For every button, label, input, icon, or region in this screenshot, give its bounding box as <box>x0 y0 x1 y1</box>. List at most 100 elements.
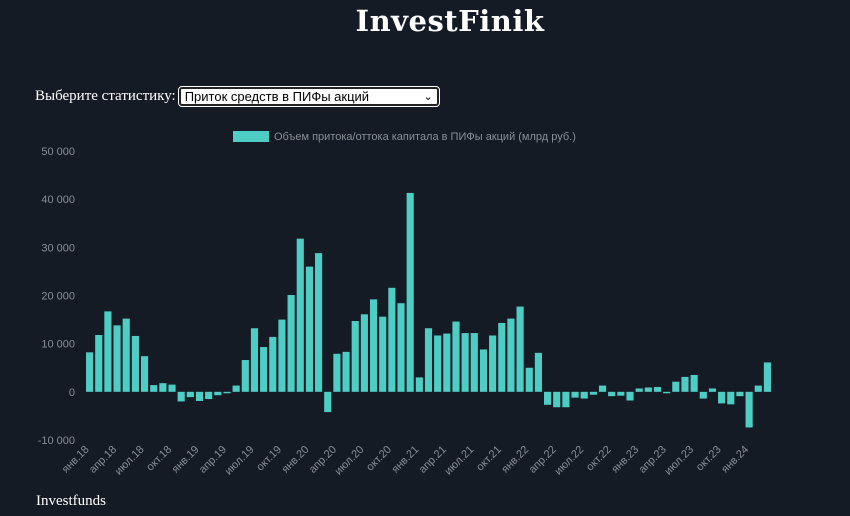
bar[interactable] <box>122 318 130 392</box>
bar[interactable] <box>186 391 194 398</box>
bar[interactable] <box>223 391 231 394</box>
bar[interactable] <box>315 253 323 392</box>
bar[interactable] <box>644 387 652 392</box>
bar[interactable] <box>507 318 515 392</box>
statistic-select-value: Приток средств в ПИФы акций <box>184 89 370 104</box>
bar[interactable] <box>617 391 625 396</box>
y-tick-label: 0 <box>69 387 75 399</box>
bar[interactable] <box>113 325 121 392</box>
bar[interactable] <box>544 391 552 405</box>
app-title: InvestFinik <box>355 4 545 38</box>
bar[interactable] <box>763 362 771 392</box>
bar[interactable] <box>260 347 268 392</box>
bar[interactable] <box>250 328 259 392</box>
bar[interactable] <box>388 287 396 392</box>
bar[interactable] <box>736 391 744 397</box>
bar[interactable] <box>159 383 167 392</box>
footer-label: Investfunds <box>36 493 106 509</box>
bar[interactable] <box>727 391 735 405</box>
bar[interactable] <box>95 335 103 392</box>
bar[interactable] <box>168 384 176 392</box>
bar[interactable] <box>443 333 451 392</box>
bar[interactable] <box>140 356 149 392</box>
bar[interactable] <box>397 303 405 392</box>
bar[interactable] <box>745 391 753 428</box>
bar[interactable] <box>406 192 414 392</box>
bar[interactable] <box>708 388 717 392</box>
x-tick-label: янв.24 <box>719 444 751 476</box>
bar[interactable] <box>516 306 524 392</box>
bar[interactable] <box>424 328 433 392</box>
bar[interactable] <box>269 336 277 392</box>
bar[interactable] <box>415 377 423 392</box>
x-tick-label: янв.20 <box>280 444 312 476</box>
statistic-selector-row: Выберите статистику: Приток средств в ПИ… <box>35 86 440 107</box>
bar[interactable] <box>635 388 643 392</box>
bar[interactable] <box>681 376 689 392</box>
legend-swatch <box>233 131 269 142</box>
x-tick-label: июл.18 <box>113 444 147 478</box>
chevron-down-icon: ⌄ <box>423 91 433 103</box>
x-tick-label: июл.19 <box>223 444 257 478</box>
bar[interactable] <box>498 322 506 392</box>
x-tick-label: янв.22 <box>499 444 531 476</box>
bar[interactable] <box>369 299 378 392</box>
x-tick-label: окт.18 <box>144 444 174 474</box>
y-axis: -10 000 0 10 000 20 000 30 000 40 000 50 000 <box>38 146 75 447</box>
bar[interactable] <box>342 351 350 392</box>
bar[interactable] <box>699 391 707 399</box>
bar[interactable] <box>434 335 442 392</box>
bar[interactable] <box>718 391 726 404</box>
y-tick-label: 20 000 <box>41 291 75 303</box>
bar[interactable] <box>626 391 634 401</box>
bar[interactable] <box>177 391 185 402</box>
bar[interactable] <box>663 391 671 394</box>
bar[interactable] <box>479 349 488 392</box>
x-tick-label: окт.23 <box>694 444 724 474</box>
bar[interactable] <box>287 295 295 392</box>
bar[interactable] <box>86 352 94 392</box>
bar[interactable] <box>241 360 249 392</box>
bar[interactable] <box>461 333 469 392</box>
bar[interactable] <box>553 391 561 408</box>
bar[interactable] <box>690 374 698 392</box>
bar[interactable] <box>754 385 762 392</box>
legend-label: Объем притока/оттока капитала в ПИФы акц… <box>274 131 576 143</box>
bar[interactable] <box>131 335 139 392</box>
bar[interactable] <box>470 333 478 392</box>
bar[interactable] <box>351 321 359 392</box>
bar[interactable] <box>571 391 579 398</box>
bar[interactable] <box>333 353 341 392</box>
chart-legend[interactable]: Объем притока/оттока капитала в ПИФы акц… <box>233 131 576 143</box>
bar[interactable] <box>452 321 460 392</box>
x-tick-label: окт.21 <box>474 444 504 474</box>
x-tick-label: июл.23 <box>662 444 696 478</box>
bar[interactable] <box>205 391 213 400</box>
bar[interactable] <box>214 391 222 396</box>
bar[interactable] <box>232 385 240 392</box>
bar[interactable] <box>598 385 607 392</box>
bar[interactable] <box>672 381 680 392</box>
bar[interactable] <box>653 387 662 392</box>
x-tick-label: янв.19 <box>170 444 202 476</box>
bar[interactable] <box>324 391 332 413</box>
bar[interactable] <box>525 367 533 392</box>
y-tick-label: -10 000 <box>38 435 75 447</box>
bar[interactable] <box>150 385 158 392</box>
bar[interactable] <box>195 391 204 401</box>
bar[interactable] <box>589 391 597 395</box>
bar[interactable] <box>104 311 112 392</box>
bar[interactable] <box>278 319 286 392</box>
x-tick-label: июл.22 <box>552 444 586 478</box>
bar[interactable] <box>379 316 387 392</box>
bar[interactable] <box>608 391 616 397</box>
bar[interactable] <box>580 391 588 399</box>
bar[interactable] <box>489 335 497 392</box>
bar[interactable] <box>534 352 542 392</box>
bar[interactable] <box>305 266 313 392</box>
bar[interactable] <box>296 238 304 392</box>
bar[interactable] <box>562 391 570 408</box>
bar[interactable] <box>360 314 368 392</box>
x-tick-label: июл.21 <box>443 444 477 478</box>
statistic-select[interactable]: Приток средств в ПИФы акций ⌄ <box>177 86 440 107</box>
